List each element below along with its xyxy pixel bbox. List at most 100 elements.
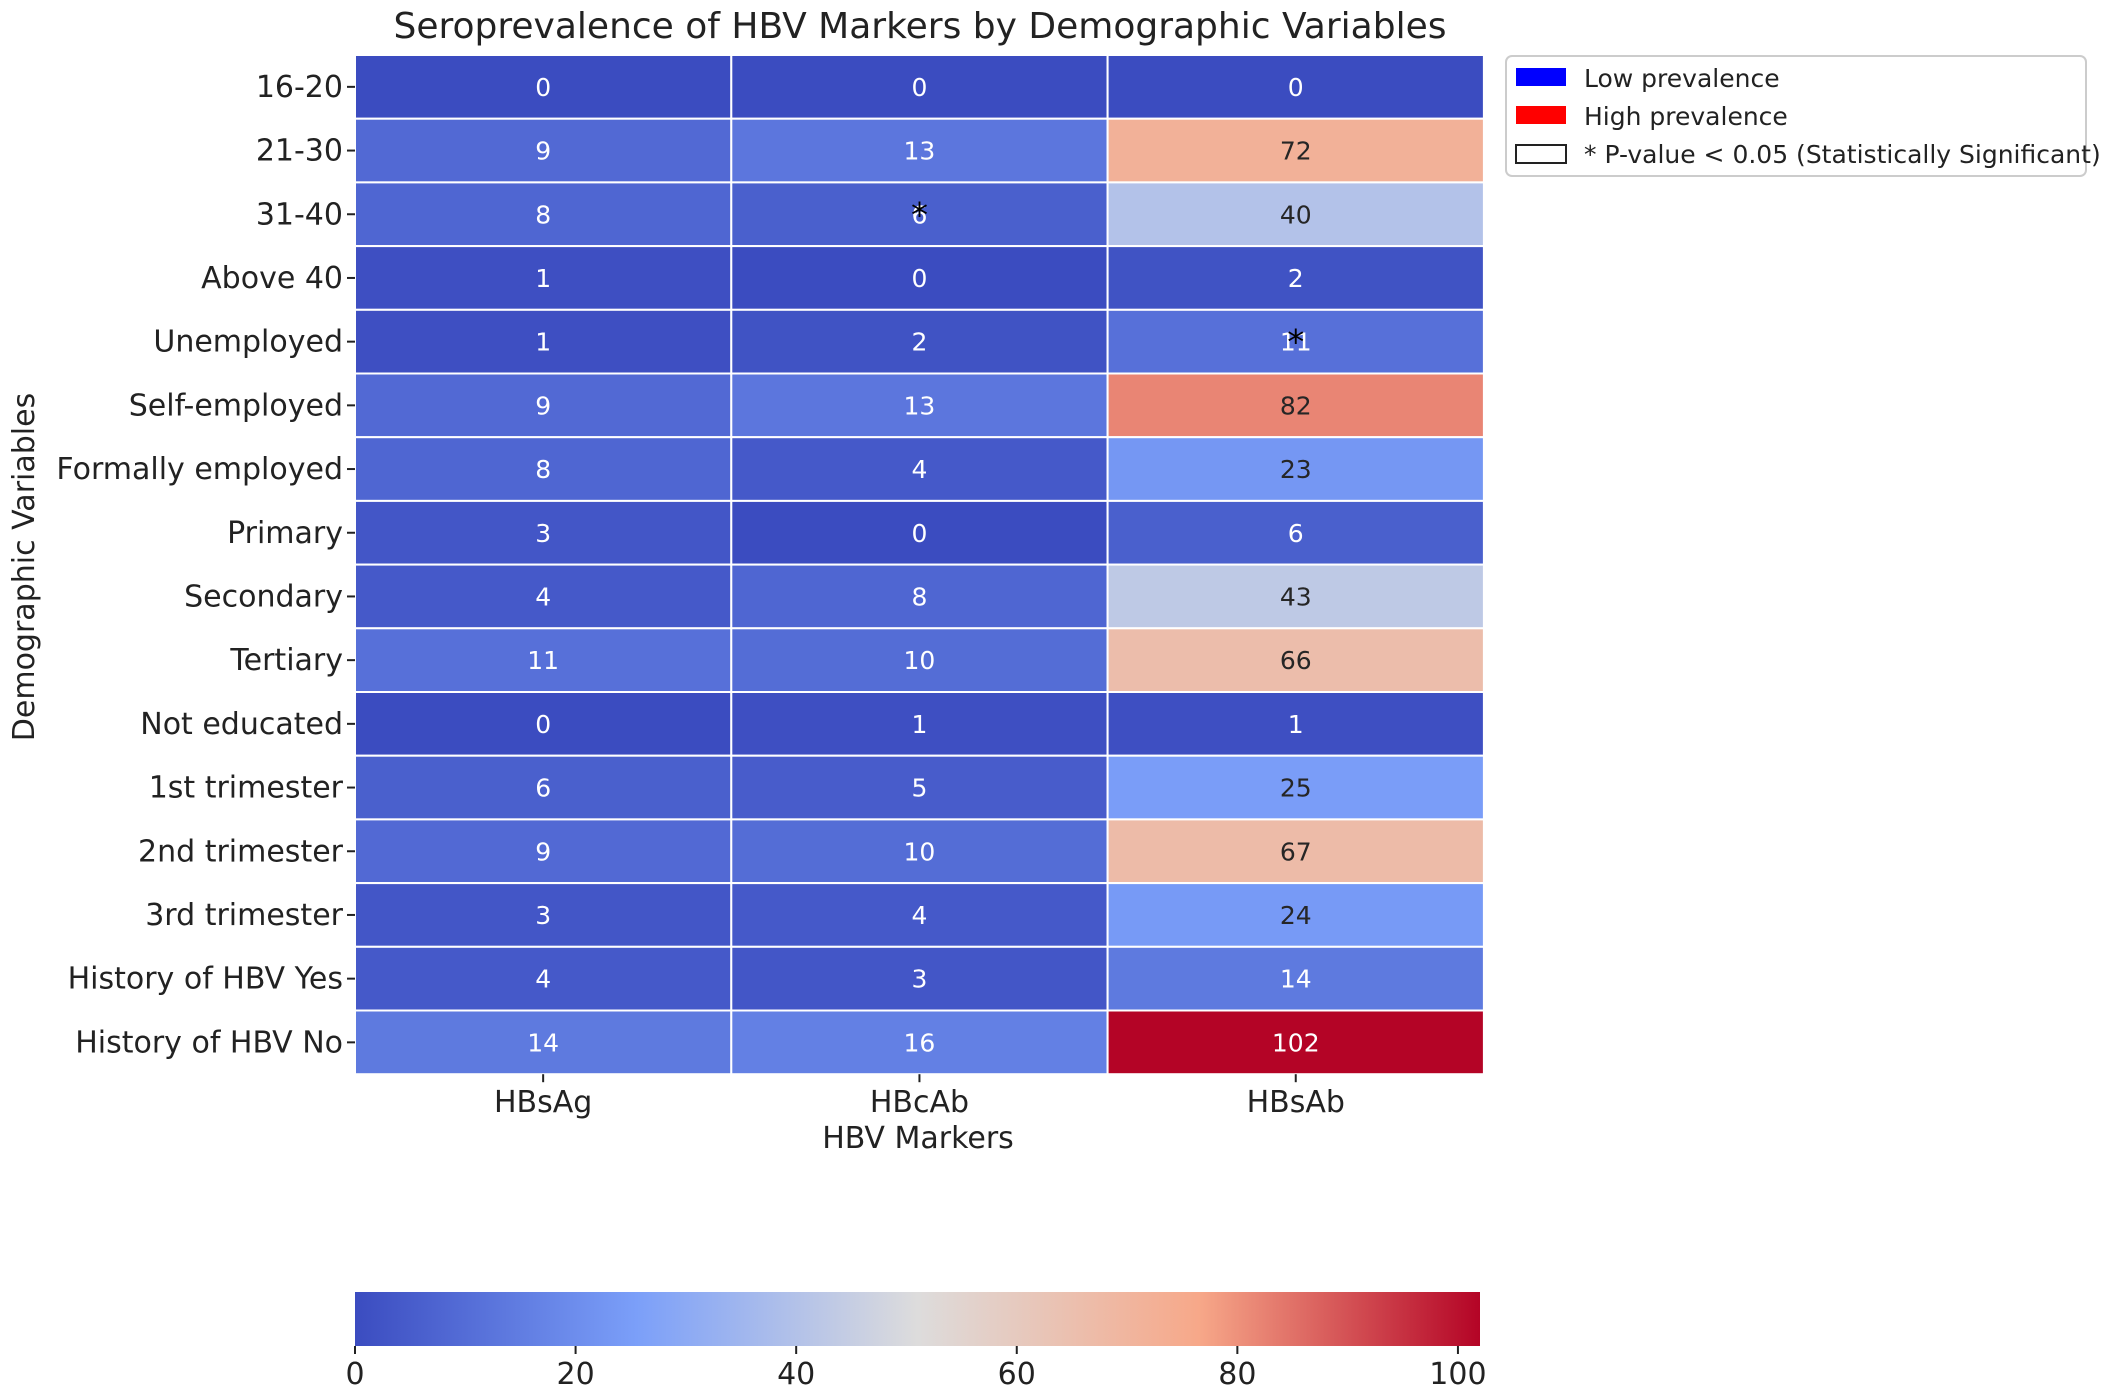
cell-value-1st-trimester-hbsab: 25 [1280, 774, 1312, 803]
cell-above-40-hbsab [1106, 245, 1485, 311]
x-tick-label-hbsab: HBsAb [1247, 1085, 1345, 1120]
y-tick-label-not-educated: Not educated [140, 707, 343, 742]
y-tick-label-formally-employed: Formally employed [56, 452, 343, 487]
cell-value-not-educated-hbsag: 0 [535, 710, 551, 739]
cell-tertiary-hbsab [1106, 627, 1485, 693]
y-tick-label-16-20: 16-20 [256, 70, 343, 105]
cell-value-formally-employed-hbsag: 8 [535, 455, 551, 484]
cell-16-20-hbsab [1106, 54, 1485, 120]
y-tick-label-primary: Primary [227, 516, 343, 551]
cell-value-3rd-trimester-hbsab: 24 [1280, 901, 1312, 930]
cell-value-21-30-hbcab: 13 [904, 137, 936, 166]
cell-16-20-hbcab [730, 54, 1109, 120]
cell-value-unemployed-hbsab: 11 [1280, 328, 1312, 357]
colorbar-ticks: 0 20 40 60 80 100 [345, 1346, 1487, 1392]
significance-mark-unemployed-hbsab: * [1287, 323, 1304, 363]
x-axis-label: HBV Markers [822, 1121, 1014, 1156]
y-tick-label-history-of-hbv-yes: History of HBV Yes [68, 962, 343, 997]
cell-31-40-hbsab [1106, 181, 1485, 248]
colorbar-tick-label-0: 0 [345, 1357, 364, 1392]
cell-2nd-trimester-hbsab [1106, 818, 1485, 885]
cell-value-above-40-hbsab: 2 [1288, 264, 1304, 293]
cell-value-31-40-hbsab: 40 [1280, 200, 1312, 229]
cell-value-16-20-hbsag: 0 [535, 73, 551, 102]
y-tick-labels: 16-20 21-30 31-40 Above 40 Unemployed Self-em… [56, 70, 355, 1060]
cell-unemployed-hbcab [730, 308, 1109, 375]
colorbar-tick-label-60: 60 [998, 1357, 1036, 1392]
cell-not-educated-hbcab [730, 691, 1109, 757]
cell-1st-trimester-hbcab [730, 754, 1109, 821]
cell-tertiary-hbsag [354, 627, 733, 693]
cell-value-history-of-hbv-no-hbsag: 14 [527, 1028, 559, 1057]
legend-label-significant: * P-value < 0.05 (Statistically Signific… [1584, 140, 2101, 169]
legend: Low prevalence High prevalence * P-value… [1505, 55, 2101, 177]
cell-2nd-trimester-hbsag [354, 818, 733, 885]
cell-value-above-40-hbcab: 0 [911, 264, 927, 293]
legend-frame [1505, 55, 2087, 177]
cell-value-tertiary-hbsag: 11 [527, 646, 559, 675]
cell-value-21-30-hbsag: 9 [535, 137, 551, 166]
significance-mark-31-40-hbcab: * [911, 195, 928, 235]
cell-value-above-40-hbsag: 1 [535, 264, 551, 293]
cell-primary-hbcab [730, 499, 1109, 566]
cell-31-40-hbcab [730, 181, 1109, 248]
cell-unemployed-hbsab [1106, 308, 1485, 375]
y-tick-label-above-40: Above 40 [201, 261, 343, 296]
cell-value-primary-hbsab: 6 [1288, 519, 1304, 548]
cell-21-30-hbsab [1106, 117, 1485, 184]
cell-value-not-educated-hbsab: 1 [1288, 710, 1304, 739]
cell-history-of-hbv-no-hbsab [1106, 1009, 1485, 1076]
cell-value-history-of-hbv-no-hbsab: 102 [1272, 1028, 1320, 1057]
colorbar [355, 1292, 1480, 1346]
cell-unemployed-hbsag [354, 308, 733, 375]
y-tick-label-history-of-hbv-no: History of HBV No [75, 1025, 343, 1060]
y-tick-label-secondary: Secondary [184, 579, 343, 614]
cell-value-3rd-trimester-hbcab: 4 [911, 901, 927, 930]
cell-16-20-hbsag [354, 54, 733, 120]
cell-value-2nd-trimester-hbsag: 9 [535, 837, 551, 866]
cell-value-1st-trimester-hbsag: 6 [535, 774, 551, 803]
legend-swatch-low [1516, 68, 1566, 86]
cell-value-not-educated-hbcab: 1 [911, 710, 927, 739]
cell-value-formally-employed-hbsab: 23 [1280, 455, 1312, 484]
cell-secondary-hbsab [1106, 563, 1485, 630]
cell-value-1st-trimester-hbcab: 5 [911, 774, 927, 803]
cell-value-secondary-hbsag: 4 [535, 582, 551, 611]
cell-history-of-hbv-no-hbsag [354, 1009, 733, 1076]
cell-value-16-20-hbsab: 0 [1288, 73, 1304, 102]
cell-value-history-of-hbv-yes-hbcab: 3 [911, 965, 927, 994]
colorbar-tick-label-40: 40 [777, 1357, 815, 1392]
x-tick-label-hbsag: HBsAg [494, 1085, 592, 1120]
cell-value-tertiary-hbcab: 10 [904, 646, 936, 675]
cell-not-educated-hbsab [1106, 691, 1485, 757]
cell-value-31-40-hbsag: 8 [535, 200, 551, 229]
y-tick-label-2nd-trimester: 2nd trimester [138, 834, 344, 869]
cell-value-history-of-hbv-no-hbcab: 16 [904, 1028, 936, 1057]
cell-self-employed-hbcab [730, 372, 1109, 439]
legend-label-low: Low prevalence [1584, 64, 1780, 93]
cell-self-employed-hbsab [1106, 372, 1485, 439]
cell-value-2nd-trimester-hbsab: 67 [1280, 837, 1312, 866]
cell-value-primary-hbsag: 3 [535, 519, 551, 548]
y-tick-label-self-employed: Self-employed [129, 388, 343, 423]
cell-1st-trimester-hbsag [354, 754, 733, 821]
cell-value-secondary-hbcab: 8 [911, 582, 927, 611]
y-tick-label-tertiary: Tertiary [229, 643, 343, 678]
y-tick-label-31-40: 31-40 [256, 197, 343, 232]
y-axis-label: Demographic Variables [7, 393, 42, 741]
cell-value-secondary-hbsab: 43 [1280, 582, 1312, 611]
cell-self-employed-hbsag [354, 372, 733, 439]
cell-value-formally-employed-hbcab: 4 [911, 455, 927, 484]
x-tick-label-hbcab: HBcAb [870, 1085, 969, 1120]
colorbar-tick-label-20: 20 [556, 1357, 594, 1392]
cell-primary-hbsag [354, 499, 733, 566]
cell-history-of-hbv-no-hbcab [730, 1009, 1109, 1076]
cell-value-tertiary-hbsab: 66 [1280, 646, 1312, 675]
cell-value-16-20-hbcab: 0 [911, 73, 927, 102]
cell-above-40-hbcab [730, 245, 1109, 311]
cell-value-unemployed-hbsag: 1 [535, 328, 551, 357]
chart-title: Seroprevalence of HBV Markers by Demogra… [394, 6, 1447, 47]
colorbar-tick-label-80: 80 [1218, 1357, 1256, 1392]
